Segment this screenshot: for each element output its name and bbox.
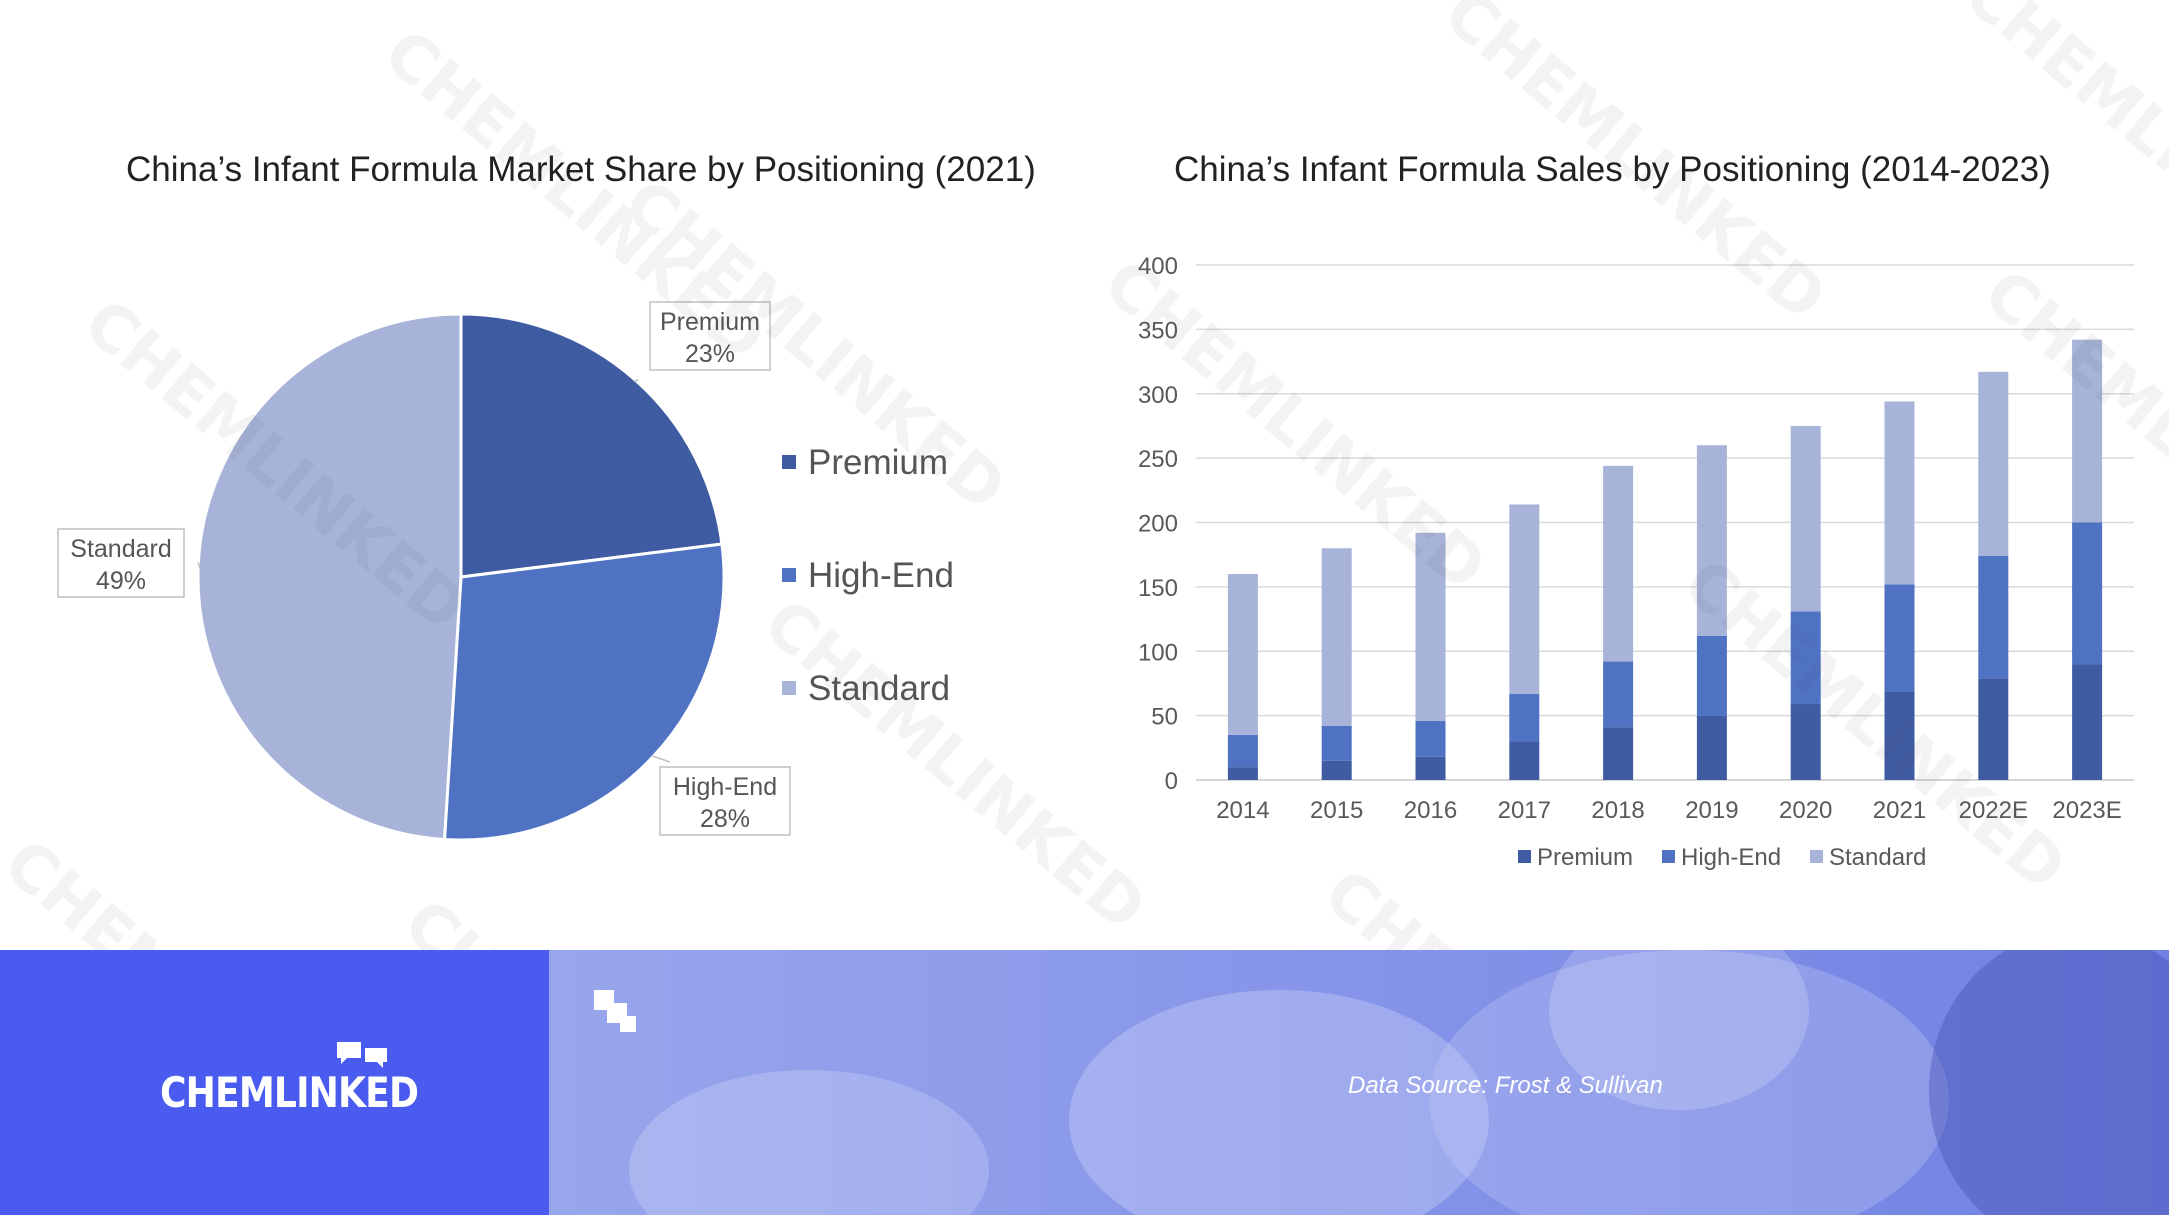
bar-premium-2014 — [1227, 767, 1258, 780]
callout-leader — [633, 379, 639, 382]
bar-legend-label-high-end: High-End — [1681, 844, 1781, 871]
y-tick-label: 350 — [1138, 317, 1178, 344]
bar-high-end-2022e — [1978, 555, 2009, 679]
bar-high-end-2017 — [1509, 693, 1540, 742]
x-tick-label: 2022E — [1959, 797, 2028, 824]
legend-label-standard: Standard — [808, 669, 950, 708]
bar-standard-2021 — [1884, 401, 1915, 585]
bar-premium-2019 — [1696, 715, 1727, 780]
y-tick-label: 400 — [1138, 253, 1178, 280]
watermark-text: CHEMLINKED — [1090, 246, 1500, 606]
bar-premium-2017 — [1509, 741, 1540, 780]
bar-high-end-2015 — [1321, 725, 1352, 761]
legend-swatch-standard — [782, 681, 796, 695]
pie-chart: Premium 23% High-End 28% Standard 49% — [57, 301, 791, 842]
bar-premium-2015 — [1321, 760, 1352, 780]
pie-label-premium: Premium — [660, 308, 760, 336]
bar-high-end-2014 — [1227, 734, 1258, 768]
footer-photo-banner — [549, 950, 2169, 1215]
watermark-text: CHEMLINKED — [750, 586, 1160, 946]
x-tick-label: 2021 — [1873, 797, 1926, 824]
x-tick-label: 2018 — [1591, 797, 1644, 824]
pie-label-high-end: High-End — [673, 773, 777, 801]
bar-premium-2020 — [1790, 704, 1821, 780]
pie-callout-premium: Premium 23% — [633, 301, 771, 382]
bar-legend-swatch-premium — [1518, 850, 1531, 863]
x-tick-label: 2023E — [2052, 797, 2121, 824]
bar-premium-2018 — [1603, 727, 1634, 780]
y-tick-label: 50 — [1151, 704, 1178, 731]
bar-legend-label-standard: Standard — [1829, 844, 1926, 871]
bar-standard-2018 — [1603, 465, 1634, 662]
x-tick-label: 2016 — [1404, 797, 1457, 824]
pie-value-premium: 23% — [685, 340, 735, 368]
pie-legend: Premium High-End Standard — [782, 443, 954, 708]
pie-label-standard: Standard — [70, 535, 171, 563]
bar-standard-2016 — [1415, 532, 1446, 721]
pie-chart-title: China’s Infant Formula Market Share by P… — [126, 150, 1036, 189]
x-tick-label: 2019 — [1685, 797, 1738, 824]
legend-label-premium: Premium — [808, 443, 948, 482]
callout-box — [659, 766, 791, 836]
pie-value-standard: 49% — [96, 567, 146, 595]
bar-standard-2020 — [1790, 425, 1821, 612]
bar-high-end-2020 — [1790, 611, 1821, 705]
callout-leader — [651, 754, 671, 763]
bar-chart-title: China’s Infant Formula Sales by Position… — [1174, 150, 2051, 189]
bar-legend-swatch-standard — [1810, 850, 1823, 863]
x-tick-label: 2020 — [1779, 797, 1832, 824]
bar-standard-2019 — [1696, 445, 1727, 636]
x-tick-label: 2015 — [1310, 797, 1363, 824]
pie-callout-high-end: High-End 28% — [651, 754, 791, 836]
bar-high-end-2023e — [2072, 522, 2103, 665]
y-tick-label: 0 — [1165, 768, 1178, 795]
legend-swatch-premium — [782, 455, 796, 469]
bar-premium-2023e — [2072, 664, 2103, 780]
bar-legend-swatch-high-end — [1662, 850, 1675, 863]
bar-standard-2014 — [1227, 574, 1258, 735]
y-tick-label: 150 — [1138, 575, 1178, 602]
y-tick-label: 250 — [1138, 446, 1178, 473]
bar-premium-2021 — [1884, 691, 1915, 780]
bar-high-end-2016 — [1415, 720, 1446, 757]
bar-legend-label-premium: Premium — [1537, 844, 1633, 871]
callout-box — [57, 528, 185, 598]
pie-slice-high-end — [442, 542, 726, 842]
legend-label-high-end: High-End — [808, 556, 954, 595]
bar-high-end-2018 — [1603, 661, 1634, 728]
legend-swatch-high-end — [782, 568, 796, 582]
bar-chart: 0 50 100 150 200 250 300 350 400 2014 2015 2016 2017… — [1138, 253, 2134, 871]
x-tick-label: 2017 — [1498, 797, 1551, 824]
bar-high-end-2019 — [1696, 635, 1727, 716]
bar-standard-2022e — [1978, 371, 2009, 556]
pie-slice-standard — [196, 312, 463, 842]
bar-standard-2015 — [1321, 548, 1352, 726]
pie-callout-standard: Standard 49% — [57, 528, 201, 598]
callout-leader — [197, 561, 201, 570]
y-tick-label: 100 — [1138, 639, 1178, 666]
bar-standard-2017 — [1509, 504, 1540, 694]
x-tick-label: 2014 — [1216, 797, 1269, 824]
callout-box — [649, 301, 771, 371]
bar-high-end-2021 — [1884, 584, 1915, 692]
pie-slice-premium — [459, 312, 724, 579]
y-tick-label: 200 — [1138, 511, 1178, 538]
footer-brand-panel — [0, 950, 549, 1215]
brand-logo-text: CHEMLINKED — [160, 1068, 419, 1117]
data-source: Data Source: Frost & Sullivan — [1348, 1072, 1663, 1099]
bar-premium-2022e — [1978, 678, 2009, 780]
pie-value-high-end: 28% — [700, 805, 750, 833]
chat-bubble-icon — [337, 1042, 387, 1068]
bar-premium-2016 — [1415, 756, 1446, 780]
y-tick-label: 300 — [1138, 382, 1178, 409]
bar-standard-2023e — [2072, 339, 2103, 523]
logo-mark-icon — [594, 990, 636, 1032]
